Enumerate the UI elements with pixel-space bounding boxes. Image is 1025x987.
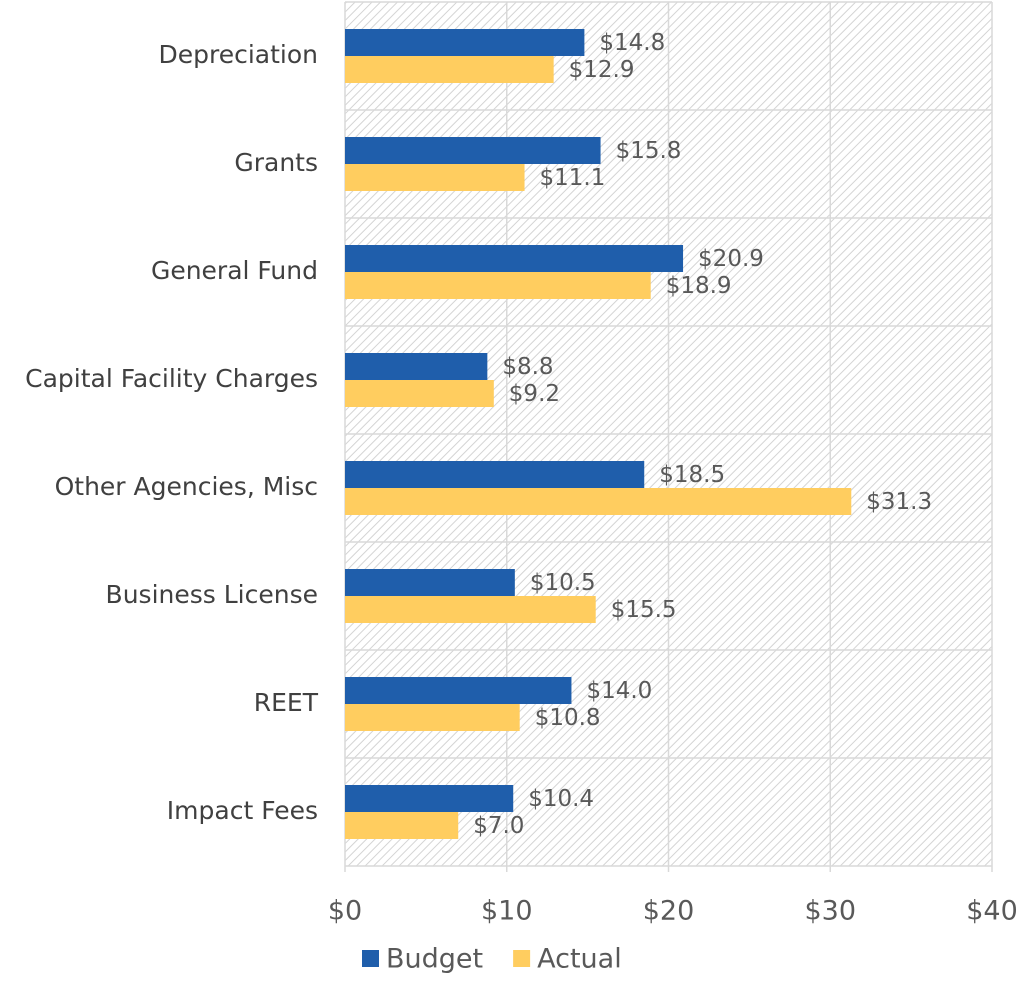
y-tick-label: General Fund [151, 256, 318, 285]
data-label: $12.9 [569, 57, 635, 83]
bar [345, 677, 572, 704]
legend-swatch [362, 950, 379, 967]
x-tick-label: $30 [804, 896, 856, 927]
data-label: $7.0 [473, 813, 524, 839]
x-tick-label: $20 [643, 896, 695, 927]
data-label: $10.8 [535, 705, 601, 731]
legend-swatch [513, 950, 531, 967]
y-tick-label: Other Agencies, Misc [55, 472, 318, 501]
data-label: $11.1 [540, 165, 606, 191]
data-label: $18.9 [666, 273, 732, 299]
data-label: $9.2 [509, 381, 560, 407]
legend-label: Actual [537, 944, 622, 975]
data-label: $20.9 [698, 246, 764, 272]
data-label: $14.8 [599, 30, 665, 56]
bar [345, 596, 596, 623]
data-label: $10.5 [530, 570, 596, 596]
data-label: $15.8 [616, 138, 682, 164]
bar [345, 704, 520, 731]
data-label: $18.5 [659, 462, 725, 488]
x-tick-label: $40 [966, 896, 1018, 927]
legend-label: Budget [386, 944, 483, 975]
bar [345, 785, 514, 812]
bar [345, 488, 852, 515]
y-tick-label: Depreciation [158, 40, 318, 69]
y-tick-label: Business License [106, 580, 318, 609]
bar [345, 380, 494, 407]
bar [345, 569, 515, 596]
bar [345, 272, 651, 299]
data-label: $10.4 [528, 786, 594, 812]
bar [345, 812, 459, 839]
bar [345, 137, 601, 164]
y-tick-label: Impact Fees [167, 796, 318, 825]
x-tick-label: $0 [328, 896, 362, 927]
bar [345, 29, 585, 56]
data-label: $31.3 [866, 489, 932, 515]
bar [345, 245, 684, 272]
bar [345, 353, 488, 380]
bar [345, 461, 645, 488]
bar [345, 56, 554, 83]
data-label: $14.0 [586, 678, 652, 704]
data-label: $15.5 [611, 597, 677, 623]
y-tick-label: Grants [234, 148, 318, 177]
data-label: $8.8 [502, 354, 553, 380]
y-tick-label: Capital Facility Charges [25, 364, 318, 393]
x-tick-label: $10 [481, 896, 533, 927]
y-tick-label: REET [254, 688, 319, 717]
bar [345, 164, 525, 191]
